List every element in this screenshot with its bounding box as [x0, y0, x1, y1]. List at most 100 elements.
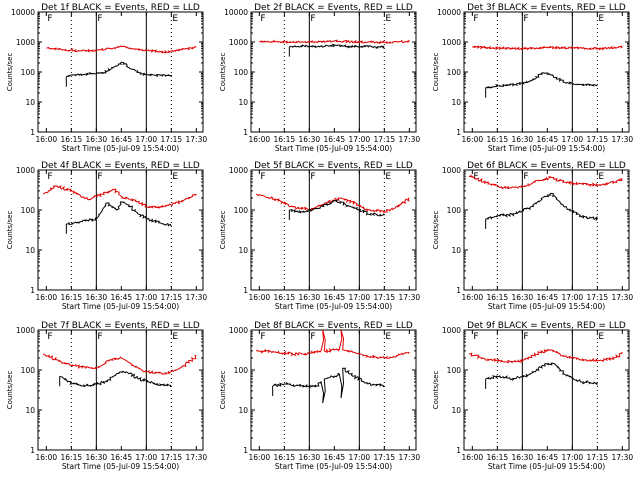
lld-series-line	[46, 45, 197, 54]
y-tick-label: 10	[238, 246, 248, 255]
panel-6: Det 6f BLACK = Events, RED = LLD 1 10 100 10…	[432, 161, 633, 311]
panel-1: Det 1f BLACK = Events, RED = LLD 1 10 100 10…	[6, 3, 207, 153]
plot-frame	[250, 169, 417, 291]
y-axis-label: Counts/sec	[432, 371, 440, 410]
y-tick-label: 100	[234, 366, 249, 375]
x-tick-label: 16:00	[249, 293, 271, 302]
y-tick-label: 1	[30, 446, 35, 455]
y-axis-label: Counts/sec	[6, 53, 14, 92]
flag-marker: F	[473, 14, 478, 24]
flag-marker: F	[473, 172, 478, 182]
y-axis-label: Counts/sec	[6, 371, 14, 410]
panel-3: Det 3f BLACK = Events, RED = LLD 1 10 100 10…	[432, 3, 633, 153]
x-tick-label: 16:00	[36, 293, 58, 302]
x-tick-label: 16:45	[324, 135, 346, 144]
x-tick-label: 16:30	[512, 293, 534, 302]
flag-marker: E	[172, 332, 178, 342]
panel-9: Det 9f BLACK = Events, RED = LLD 1 10 100 10…	[432, 321, 633, 471]
x-tick-label: 17:00	[349, 135, 371, 144]
panel-2: Det 2f BLACK = Events, RED = LLD 1 10 100 10…	[219, 3, 420, 153]
flag-marker: E	[598, 332, 604, 342]
y-tick-label: 1	[243, 446, 248, 455]
x-tick-label: 16:15	[487, 293, 509, 302]
x-tick-label: 16:45	[111, 453, 133, 462]
x-tick-label: 16:30	[512, 135, 534, 144]
x-tick-label: 16:00	[462, 135, 484, 144]
y-tick-label: 10	[25, 246, 35, 255]
panel-title: Det 1f BLACK = Events, RED = LLD	[41, 3, 200, 13]
x-tick-label: 17:15	[374, 453, 396, 462]
flag-marker: E	[385, 172, 391, 182]
flag-marker: F	[523, 14, 528, 24]
flag-marker: E	[385, 14, 391, 24]
lld-series-line	[255, 329, 410, 360]
flag-marker: F	[47, 332, 52, 342]
x-tick-label: 16:00	[462, 453, 484, 462]
x-tick-label: 17:00	[349, 453, 371, 462]
plot-frame	[37, 11, 204, 133]
x-tick-label: 16:30	[86, 135, 108, 144]
flag-marker: F	[523, 332, 528, 342]
x-tick-label: 16:30	[86, 453, 108, 462]
panel-title: Det 9f BLACK = Events, RED = LLD	[467, 321, 626, 331]
x-tick-label: 16:45	[111, 293, 133, 302]
panel-5: Det 5f BLACK = Events, RED = LLD 1 10 100 10…	[219, 161, 420, 311]
x-tick-label: 17:30	[399, 135, 421, 144]
panel-7: Det 7f BLACK = Events, RED = LLD 1 10 100 10…	[6, 321, 207, 471]
y-tick-label: 10	[25, 406, 35, 415]
y-tick-label: 1	[456, 128, 461, 137]
x-axis-label: Start Time (05-Jul-09 15:54:00)	[488, 302, 605, 311]
y-tick-label: 1000	[229, 166, 248, 175]
x-axis-label: Start Time (05-Jul-09 15:54:00)	[488, 462, 605, 471]
x-tick-label: 17:00	[562, 453, 584, 462]
x-tick-label: 17:30	[612, 293, 634, 302]
y-tick-label: 100	[447, 68, 462, 77]
y-tick-label: 10	[451, 98, 461, 107]
flag-marker: F	[97, 172, 102, 182]
flag-marker: F	[97, 332, 102, 342]
lld-series-line	[259, 39, 411, 45]
x-tick-label: 17:15	[587, 135, 609, 144]
y-tick-label: 1000	[16, 326, 35, 335]
plot-frame	[463, 169, 630, 291]
flag-marker: F	[260, 172, 265, 182]
flag-marker: F	[47, 172, 52, 182]
x-tick-label: 16:45	[537, 293, 559, 302]
x-tick-label: 17:00	[349, 293, 371, 302]
x-tick-label: 17:30	[186, 135, 208, 144]
y-tick-label: 1000	[229, 326, 248, 335]
x-tick-label: 16:45	[537, 135, 559, 144]
plot-frame	[37, 329, 204, 451]
lld-series-line	[42, 185, 197, 209]
x-tick-label: 17:00	[562, 293, 584, 302]
y-tick-label: 10000	[224, 8, 248, 17]
flag-marker: F	[97, 14, 102, 24]
x-tick-label: 17:30	[612, 453, 634, 462]
y-tick-label: 1	[30, 286, 35, 295]
panel-4: Det 4f BLACK = Events, RED = LLD 1 10 100 10…	[6, 161, 207, 311]
events-series-line	[289, 199, 385, 217]
x-tick-label: 16:00	[249, 453, 271, 462]
x-tick-label: 16:15	[274, 135, 296, 144]
panel-8: Det 8f BLACK = Events, RED = LLD 1 10 100 10…	[219, 321, 420, 471]
panel-title: Det 7f BLACK = Events, RED = LLD	[41, 321, 200, 331]
x-tick-label: 17:15	[587, 453, 609, 462]
y-axis-label: Counts/sec	[219, 53, 227, 92]
x-tick-label: 16:45	[324, 293, 346, 302]
flag-marker: E	[598, 172, 604, 182]
y-tick-label: 1	[243, 286, 248, 295]
panel-title: Det 8f BLACK = Events, RED = LLD	[254, 321, 413, 331]
x-tick-label: 16:45	[537, 453, 559, 462]
events-series-line	[66, 201, 172, 227]
flag-marker: F	[473, 332, 478, 342]
x-tick-label: 17:00	[136, 453, 158, 462]
x-tick-label: 17:00	[562, 135, 584, 144]
y-tick-label: 100	[21, 68, 36, 77]
panel-title: Det 6f BLACK = Events, RED = LLD	[467, 161, 626, 171]
y-tick-label: 100	[21, 366, 36, 375]
y-tick-label: 10000	[11, 8, 35, 17]
flag-marker: F	[310, 14, 315, 24]
flag-marker: E	[385, 332, 391, 342]
flag-marker: F	[47, 14, 52, 24]
